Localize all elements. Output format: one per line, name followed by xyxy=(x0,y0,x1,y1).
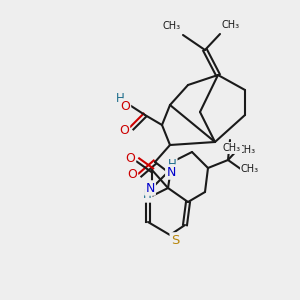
Text: CH₃: CH₃ xyxy=(241,164,259,174)
Text: O: O xyxy=(125,152,135,164)
Text: O: O xyxy=(127,169,137,182)
Text: O: O xyxy=(120,100,130,112)
Text: CH₃: CH₃ xyxy=(163,21,181,31)
Text: CH₃: CH₃ xyxy=(223,143,241,153)
Text: N: N xyxy=(166,166,176,178)
Text: H: H xyxy=(116,92,124,106)
Text: CH₃: CH₃ xyxy=(222,20,240,30)
Text: S: S xyxy=(171,233,179,247)
Text: H: H xyxy=(142,188,152,202)
Text: O: O xyxy=(119,124,129,137)
Text: H: H xyxy=(168,158,176,170)
Text: N: N xyxy=(145,182,155,194)
Text: CH₃: CH₃ xyxy=(238,145,256,155)
